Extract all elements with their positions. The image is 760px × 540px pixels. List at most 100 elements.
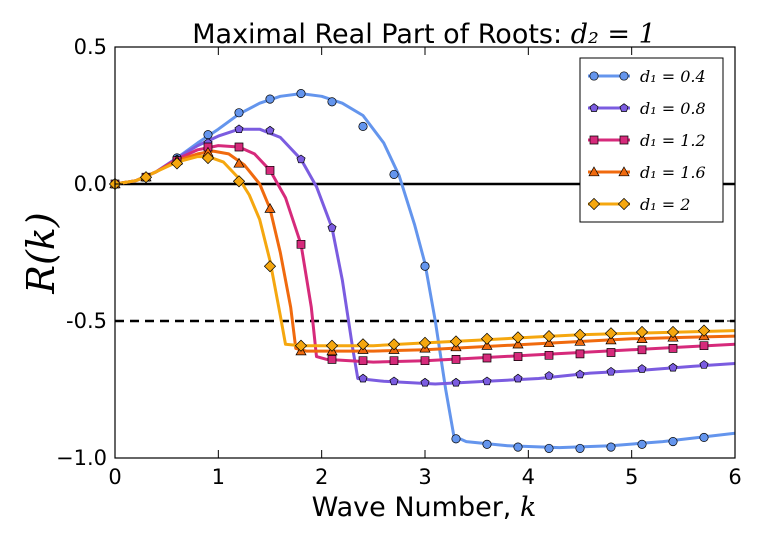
data-point [637,364,647,373]
x-axis: 0 1 2 3 4 5 6 [108,47,742,489]
data-point [170,157,184,170]
data-point [513,373,523,383]
data-point [604,327,618,340]
data-point [233,157,245,168]
y-axis-label: R(k) [19,212,63,294]
data-point [420,261,430,271]
x-tick-label: 2 [315,465,328,489]
legend-marker [589,71,599,81]
data-point [265,165,275,175]
legend-marker [617,197,631,211]
data-point [699,432,709,442]
data-point [387,338,401,351]
series-line-1 [115,92,735,450]
data-point [296,154,306,164]
legend-marker [588,166,600,177]
x-tick-label: 5 [625,465,638,489]
data-point [482,353,492,363]
data-point [296,89,306,99]
data-point [699,341,709,351]
data-point [668,362,678,372]
data-point [389,376,399,386]
y-tick-label: 0.5 [74,35,107,59]
data-point [264,202,276,213]
data-point [234,142,244,152]
legend-label: d₁ = 0.8 [640,99,706,118]
data-point [451,377,461,387]
data-point [418,336,432,349]
data-point [513,352,523,361]
data-point [389,169,399,179]
data-point [294,339,308,352]
legend-label: d₁ = 2 [640,195,690,214]
data-point [606,442,616,452]
data-point [263,260,277,273]
data-point [389,356,399,366]
data-point [265,94,275,104]
legend-label: d₁ = 1.2 [640,131,706,150]
data-point [699,360,709,369]
data-point [481,339,493,350]
data-point [542,330,556,343]
legend-marker [587,197,601,211]
data-point [449,335,463,348]
data-point [635,325,649,339]
data-point [203,130,213,140]
data-point [574,335,586,346]
data-point [668,344,678,353]
data-point [296,239,306,249]
series-markers [108,89,711,453]
y-tick-label: -0.5 [66,309,107,333]
legend-marker [619,135,629,145]
x-tick-label: 1 [212,465,225,489]
data-point [668,437,678,447]
data-point [575,369,585,379]
data-point [234,124,244,134]
y-tick-label: −1.0 [56,446,107,470]
data-point [637,345,647,355]
data-point [358,356,368,366]
data-point [513,442,523,452]
x-tick-label: 3 [418,465,431,489]
data-point [573,328,587,341]
legend-marker [619,103,629,112]
data-point [451,434,461,444]
legend: d₁ = 0.4 d₁ = 0.8 d₁ = 1.2 d₁ = 1.6 d₁ = 2 [579,57,724,223]
y-axis: 0.5 0.0 -0.5 −1.0 [56,35,735,470]
legend-label: d₁ = 0.4 [640,67,706,86]
legend-marker [619,71,629,81]
data-point [606,348,616,357]
legend-marker [618,166,630,177]
data-point [420,377,430,387]
data-point [358,121,368,132]
chart-title: Maximal Real Part of Roots: d₂ = 1 [192,19,656,50]
data-point [327,97,337,107]
series-line-4 [115,149,735,353]
series-line-3 [115,144,735,364]
data-point [201,151,215,165]
data-point [139,171,153,184]
x-tick-label: 4 [522,465,535,489]
data-point [482,376,492,386]
legend-marker [589,135,599,145]
data-point [356,338,370,351]
data-point [265,125,275,135]
data-point [575,349,585,359]
data-point [605,334,617,345]
data-point [543,337,555,348]
x-axis-label: Wave Number, k [312,492,537,523]
data-point [666,325,680,339]
data-point [606,366,616,376]
data-point [325,339,339,352]
data-point [420,356,430,366]
legend-marker [589,103,599,112]
data-point [544,350,554,360]
data-point [544,443,554,453]
data-point [636,333,648,343]
data-point [482,439,492,449]
data-point [575,443,585,453]
data-point [234,108,244,118]
data-point [512,338,524,349]
data-point [232,175,246,188]
